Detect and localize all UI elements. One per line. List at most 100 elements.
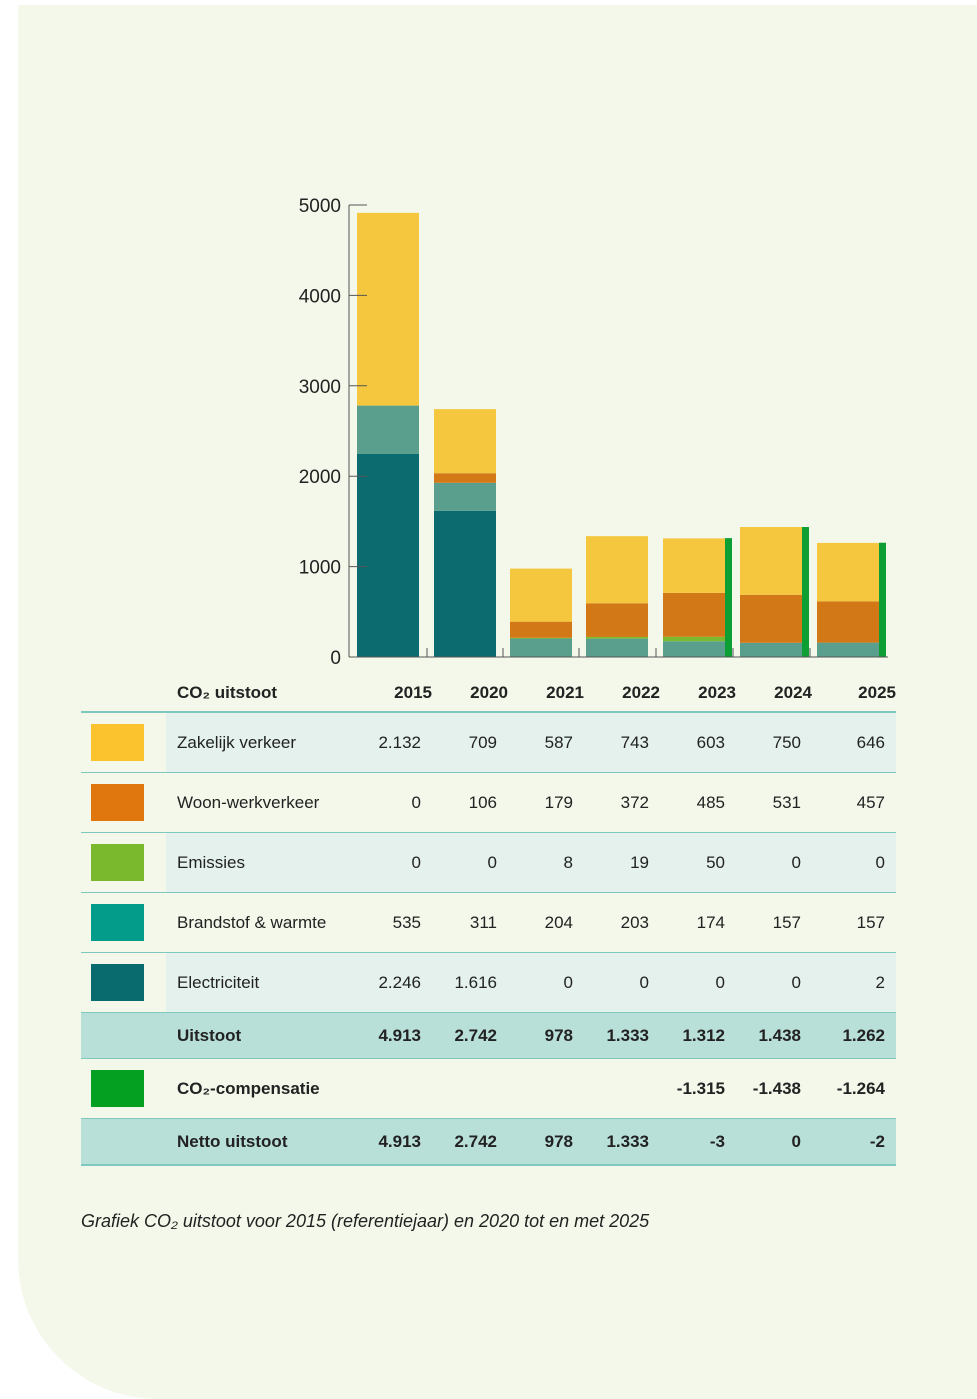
bar-segment bbox=[740, 594, 802, 643]
y-tick-label: 3000 bbox=[299, 377, 341, 398]
table-cell bbox=[508, 1058, 584, 1119]
y-tick-label: 2000 bbox=[299, 467, 341, 488]
table-cell: 19 bbox=[584, 832, 660, 893]
legend-swatch bbox=[91, 1070, 144, 1107]
table-cell: 0 bbox=[355, 772, 432, 833]
bar-segment bbox=[357, 212, 419, 406]
bar-segment bbox=[357, 405, 419, 454]
table-cell: 4.913 bbox=[355, 1118, 432, 1166]
table-cell: 603 bbox=[660, 711, 736, 773]
table-row-net: Netto uitstoot 4.913 2.742 978 1.333 -3 … bbox=[81, 1118, 896, 1166]
table-row-emissies: Emissies 0 0 8 19 50 0 0 bbox=[81, 832, 896, 893]
header-year: 2020 bbox=[470, 682, 508, 702]
table-cell: 2.132 bbox=[355, 711, 432, 773]
header-year: 2021 bbox=[546, 682, 584, 702]
legend-swatch bbox=[91, 844, 144, 881]
empty-cell bbox=[81, 1012, 166, 1059]
row-label: Emissies bbox=[166, 832, 355, 893]
row-label: Electriciteit bbox=[166, 952, 355, 1013]
table-cell: 174 bbox=[660, 892, 736, 953]
table-cell: 0 bbox=[812, 832, 896, 893]
bar-segment bbox=[740, 642, 802, 657]
bar-segment bbox=[434, 409, 496, 474]
table-cell bbox=[355, 1058, 432, 1119]
table-cell: 0 bbox=[736, 1118, 812, 1166]
table-cell: 2.742 bbox=[432, 1118, 508, 1166]
table-cell: -1.264 bbox=[812, 1058, 896, 1119]
table-row-zakelijk-verkeer: Zakelijk verkeer 2.132 709 587 743 603 7… bbox=[81, 711, 896, 773]
table-cell: 1.438 bbox=[736, 1012, 812, 1059]
table-cell: -3 bbox=[660, 1118, 736, 1166]
chart-card bbox=[18, 5, 977, 1399]
bar-segment bbox=[510, 638, 572, 657]
legend-swatch bbox=[91, 724, 144, 761]
table-cell: 0 bbox=[736, 952, 812, 1013]
header-year: 2015 bbox=[394, 682, 432, 702]
table-cell: 531 bbox=[736, 772, 812, 833]
header-year: 2025 bbox=[858, 682, 896, 702]
row-label: Netto uitstoot bbox=[166, 1118, 355, 1166]
table-cell: 4.913 bbox=[355, 1012, 432, 1059]
row-label: CO₂-compensatie bbox=[166, 1058, 355, 1119]
table-cell: 311 bbox=[432, 892, 508, 953]
empty-cell bbox=[81, 1118, 166, 1166]
bar-segment bbox=[357, 453, 419, 657]
table-cell: -1.438 bbox=[736, 1058, 812, 1119]
table-row-electriciteit: Electriciteit 2.246 1.616 0 0 0 0 2 bbox=[81, 952, 896, 1013]
table-cell bbox=[432, 1058, 508, 1119]
table-cell: 50 bbox=[660, 832, 736, 893]
table-cell: 203 bbox=[584, 892, 660, 953]
table-row-total: Uitstoot 4.913 2.742 978 1.333 1.312 1.4… bbox=[81, 1012, 896, 1059]
table-cell bbox=[584, 1058, 660, 1119]
bar-segment bbox=[510, 637, 572, 639]
bar-segment bbox=[586, 603, 648, 637]
bar-segment bbox=[510, 568, 572, 622]
compensation-bar bbox=[802, 527, 809, 657]
table-cell: 535 bbox=[355, 892, 432, 953]
bar-segment bbox=[663, 538, 725, 593]
compensation-bar bbox=[879, 542, 886, 657]
table-cell: 587 bbox=[508, 711, 584, 773]
table-cell: 0 bbox=[355, 832, 432, 893]
table-cell: 2.742 bbox=[432, 1012, 508, 1059]
table-cell: 204 bbox=[508, 892, 584, 953]
chart-caption: Grafiek CO₂ uitstoot voor 2015 (referent… bbox=[81, 1211, 650, 1231]
bar-segment bbox=[434, 473, 496, 483]
legend-swatch-cell bbox=[81, 952, 166, 1013]
table-header-row: CO₂ uitstoot 2015 2020 2021 2022 2023 20… bbox=[81, 674, 896, 712]
data-table: CO₂ uitstoot 2015 2020 2021 2022 2023 20… bbox=[81, 674, 896, 1166]
legend-swatch bbox=[91, 904, 144, 941]
table-row-compensation: CO₂-compensatie -1.315 -1.438 -1.264 bbox=[81, 1058, 896, 1119]
table-cell: 743 bbox=[584, 711, 660, 773]
table-cell: 1.262 bbox=[812, 1012, 896, 1059]
header-year: 2022 bbox=[622, 682, 660, 702]
bar-segment bbox=[586, 536, 648, 604]
table-cell: 2 bbox=[812, 952, 896, 1013]
header-label: CO₂ uitstoot bbox=[177, 682, 278, 702]
table-cell: 0 bbox=[432, 832, 508, 893]
header-year: 2023 bbox=[698, 682, 736, 702]
table-cell: 1.312 bbox=[660, 1012, 736, 1059]
table-cell: 1.616 bbox=[432, 952, 508, 1013]
stacked-bar-chart: 0 1000 2000 3000 4000 5000 bbox=[299, 196, 888, 669]
table-cell: 978 bbox=[508, 1118, 584, 1166]
row-label: Uitstoot bbox=[166, 1012, 355, 1059]
row-label: Zakelijk verkeer bbox=[166, 711, 355, 773]
legend-swatch-cell bbox=[81, 892, 166, 953]
y-tick-label: 0 bbox=[330, 648, 341, 669]
legend-swatch-cell bbox=[81, 832, 166, 893]
y-tick-label: 1000 bbox=[299, 558, 341, 579]
table-cell: 457 bbox=[812, 772, 896, 833]
bar-segment bbox=[586, 638, 648, 657]
table-cell: 978 bbox=[508, 1012, 584, 1059]
table-cell: 372 bbox=[584, 772, 660, 833]
table-cell: 0 bbox=[660, 952, 736, 1013]
legend-swatch-cell bbox=[81, 711, 166, 773]
table-cell: 1.333 bbox=[584, 1012, 660, 1059]
table-cell: 646 bbox=[812, 711, 896, 773]
bar-segment bbox=[663, 641, 725, 657]
table-cell: 485 bbox=[660, 772, 736, 833]
table-cell: 0 bbox=[508, 952, 584, 1013]
table-cell: 750 bbox=[736, 711, 812, 773]
bar-segment bbox=[434, 510, 496, 657]
